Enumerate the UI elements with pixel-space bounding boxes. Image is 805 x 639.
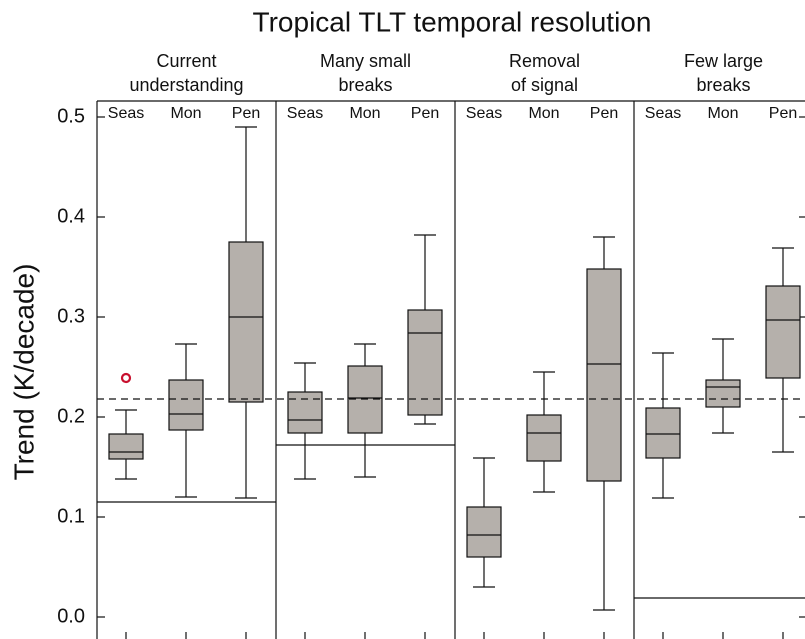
box [586, 268, 622, 482]
chart-title: Tropical TLT temporal resolution [253, 6, 652, 37]
y-tick-label: 0.2 [57, 405, 85, 427]
category-label: Pen [590, 105, 618, 122]
box [407, 309, 443, 416]
category-label: Mon [528, 105, 559, 122]
y-tick-label: 0.5 [57, 105, 85, 127]
box [168, 379, 204, 431]
category-label: Seas [645, 105, 681, 122]
y-tick-label: 0.3 [57, 305, 85, 327]
y-axis-label: Trend (K/decade) [8, 264, 39, 481]
box [645, 407, 681, 459]
category-label: Pen [232, 105, 260, 122]
category-label: Mon [349, 105, 380, 122]
box [108, 433, 144, 460]
box [287, 391, 323, 434]
category-label: Seas [466, 105, 502, 122]
box [765, 285, 801, 379]
panel-title: of signal [511, 75, 578, 95]
panel-title: Removal [509, 51, 580, 71]
box [526, 414, 562, 462]
y-tick-label: 0.0 [57, 605, 85, 627]
box [466, 506, 502, 558]
panel-title: Many small [320, 51, 411, 71]
category-label: Seas [287, 105, 323, 122]
panel-title: Few large [684, 51, 763, 71]
panel-title: breaks [696, 75, 750, 95]
box [705, 379, 741, 408]
box [228, 241, 264, 403]
panel-title: understanding [129, 75, 243, 95]
category-label: Seas [108, 105, 144, 122]
outlier [120, 372, 132, 384]
category-label: Mon [170, 105, 201, 122]
category-label: Mon [707, 105, 738, 122]
panel-title: breaks [338, 75, 392, 95]
panel-title: Current [156, 51, 216, 71]
category-label: Pen [769, 105, 797, 122]
y-tick-label: 0.4 [57, 205, 85, 227]
y-tick-label: 0.1 [57, 505, 85, 527]
category-label: Pen [411, 105, 439, 122]
